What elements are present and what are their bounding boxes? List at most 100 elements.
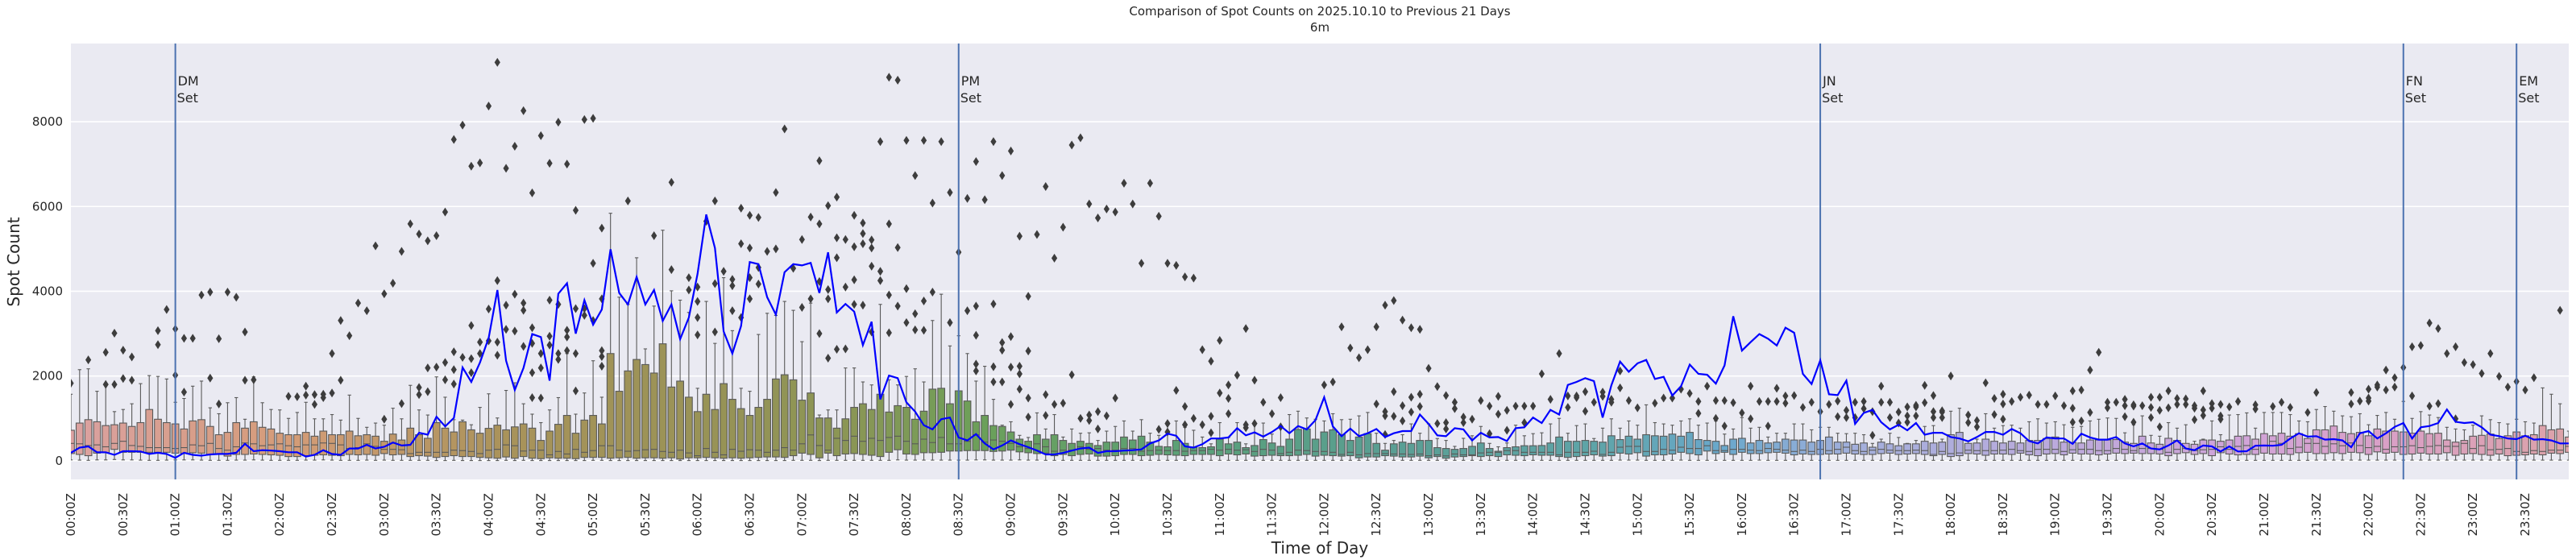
- outlier-point: [1791, 391, 1798, 400]
- outlier-point: [2383, 385, 2389, 395]
- x-tick-label: 20:00Z: [2152, 493, 2167, 537]
- outlier-point: [2165, 386, 2172, 396]
- outlier-point: [2313, 388, 2320, 397]
- box-149: [1363, 345, 1372, 461]
- outlier-point: [2183, 400, 2189, 409]
- outlier-point: [2060, 400, 2068, 410]
- box-iqr: [1425, 440, 1433, 458]
- box-iqr: [423, 438, 432, 457]
- outlier-point: [1086, 199, 1093, 209]
- box-iqr: [1590, 441, 1599, 456]
- outlier-point: [1408, 392, 1415, 402]
- box-iqr: [1694, 439, 1703, 456]
- box-iqr: [1686, 432, 1694, 454]
- outlier-point: [1982, 378, 1989, 388]
- outlier-point: [1521, 401, 1528, 411]
- y-tick-label: 2000: [32, 369, 63, 384]
- outlier-point: [2408, 342, 2416, 351]
- outlier-point: [1373, 322, 1379, 332]
- outlier-point: [537, 363, 544, 373]
- outlier-point: [1007, 400, 1014, 409]
- box-96: [902, 135, 911, 461]
- outlier-point: [711, 279, 718, 288]
- box-11: [162, 305, 171, 461]
- x-tick-label: 20:30Z: [2205, 493, 2219, 537]
- outlier-point: [973, 330, 979, 340]
- outlier-point: [599, 294, 605, 304]
- box-iqr: [145, 409, 154, 453]
- outlier-point: [590, 259, 596, 268]
- outlier-point: [590, 114, 596, 123]
- outlier-point: [1400, 315, 1406, 325]
- outlier-point: [555, 349, 562, 359]
- box-iqr: [1572, 441, 1581, 458]
- outlier-point: [494, 57, 500, 67]
- outlier-point: [1190, 413, 1197, 423]
- outlier-point: [2470, 359, 2476, 369]
- box-iqr: [2312, 429, 2321, 454]
- box-iqr: [354, 435, 363, 456]
- box-226: [2034, 400, 2042, 461]
- outlier-point: [2209, 399, 2215, 409]
- outlier-point: [2444, 349, 2450, 359]
- box-22: [258, 402, 267, 461]
- box-iqr: [1807, 442, 1816, 455]
- outlier-point: [1321, 380, 1328, 390]
- box-iqr: [1146, 442, 1155, 456]
- outlier-point: [2113, 397, 2119, 407]
- box-68: [658, 230, 667, 462]
- outlier-point: [311, 390, 318, 400]
- outlier-point: [1913, 411, 1919, 421]
- box-191: [1729, 398, 1737, 461]
- box-iqr: [1964, 442, 1972, 454]
- box-iqr: [2451, 442, 2460, 456]
- outlier-point: [1574, 391, 1580, 400]
- box-iqr: [1102, 442, 1111, 457]
- box-iqr: [432, 421, 441, 458]
- box-iqr: [1529, 445, 1537, 456]
- x-tick-label: 01:30Z: [220, 493, 234, 537]
- outlier-point: [459, 353, 466, 363]
- outlier-point: [1400, 416, 1406, 425]
- outlier-point: [1400, 400, 1406, 410]
- box-iqr: [1729, 438, 1737, 455]
- outlier-point: [537, 393, 544, 403]
- outlier-point: [381, 414, 388, 424]
- outlier-point: [1826, 400, 1832, 409]
- outlier-point: [459, 120, 466, 130]
- box-iqr: [1242, 446, 1251, 454]
- outlier-point: [1173, 260, 1180, 270]
- outlier-point: [1094, 407, 1101, 417]
- outlier-point: [764, 247, 770, 256]
- outlier-point: [1121, 178, 1127, 188]
- box-41: [423, 236, 432, 461]
- outlier-point: [1268, 409, 1276, 418]
- outlier-point: [120, 346, 127, 355]
- outlier-point: [746, 243, 753, 253]
- box-iqr: [1912, 443, 1920, 454]
- box-130: [1198, 345, 1207, 461]
- outlier-point: [807, 294, 814, 304]
- outlier-point: [860, 218, 866, 228]
- box-72: [693, 282, 702, 462]
- outlier-point: [1773, 396, 1780, 406]
- outlier-point: [1652, 398, 1658, 408]
- box-iqr: [981, 415, 989, 451]
- box-184: [1668, 393, 1677, 461]
- outlier-point: [1016, 369, 1023, 379]
- outlier-point: [329, 349, 335, 359]
- box-iqr: [2077, 442, 2085, 454]
- x-tick-label: 14:30Z: [1578, 493, 1592, 537]
- box-iqr: [1947, 433, 1955, 458]
- box-267: [2391, 373, 2399, 461]
- outlier-point: [2174, 394, 2180, 404]
- outlier-point: [546, 295, 553, 305]
- x-tick-label: 07:30Z: [847, 493, 861, 537]
- outlier-point: [564, 346, 570, 355]
- outlier-point: [303, 390, 309, 400]
- outlier-point: [886, 328, 892, 338]
- box-97: [911, 171, 919, 461]
- outlier-point: [512, 326, 518, 336]
- box-19: [232, 292, 241, 461]
- x-tick-label: 16:00Z: [1735, 493, 1749, 537]
